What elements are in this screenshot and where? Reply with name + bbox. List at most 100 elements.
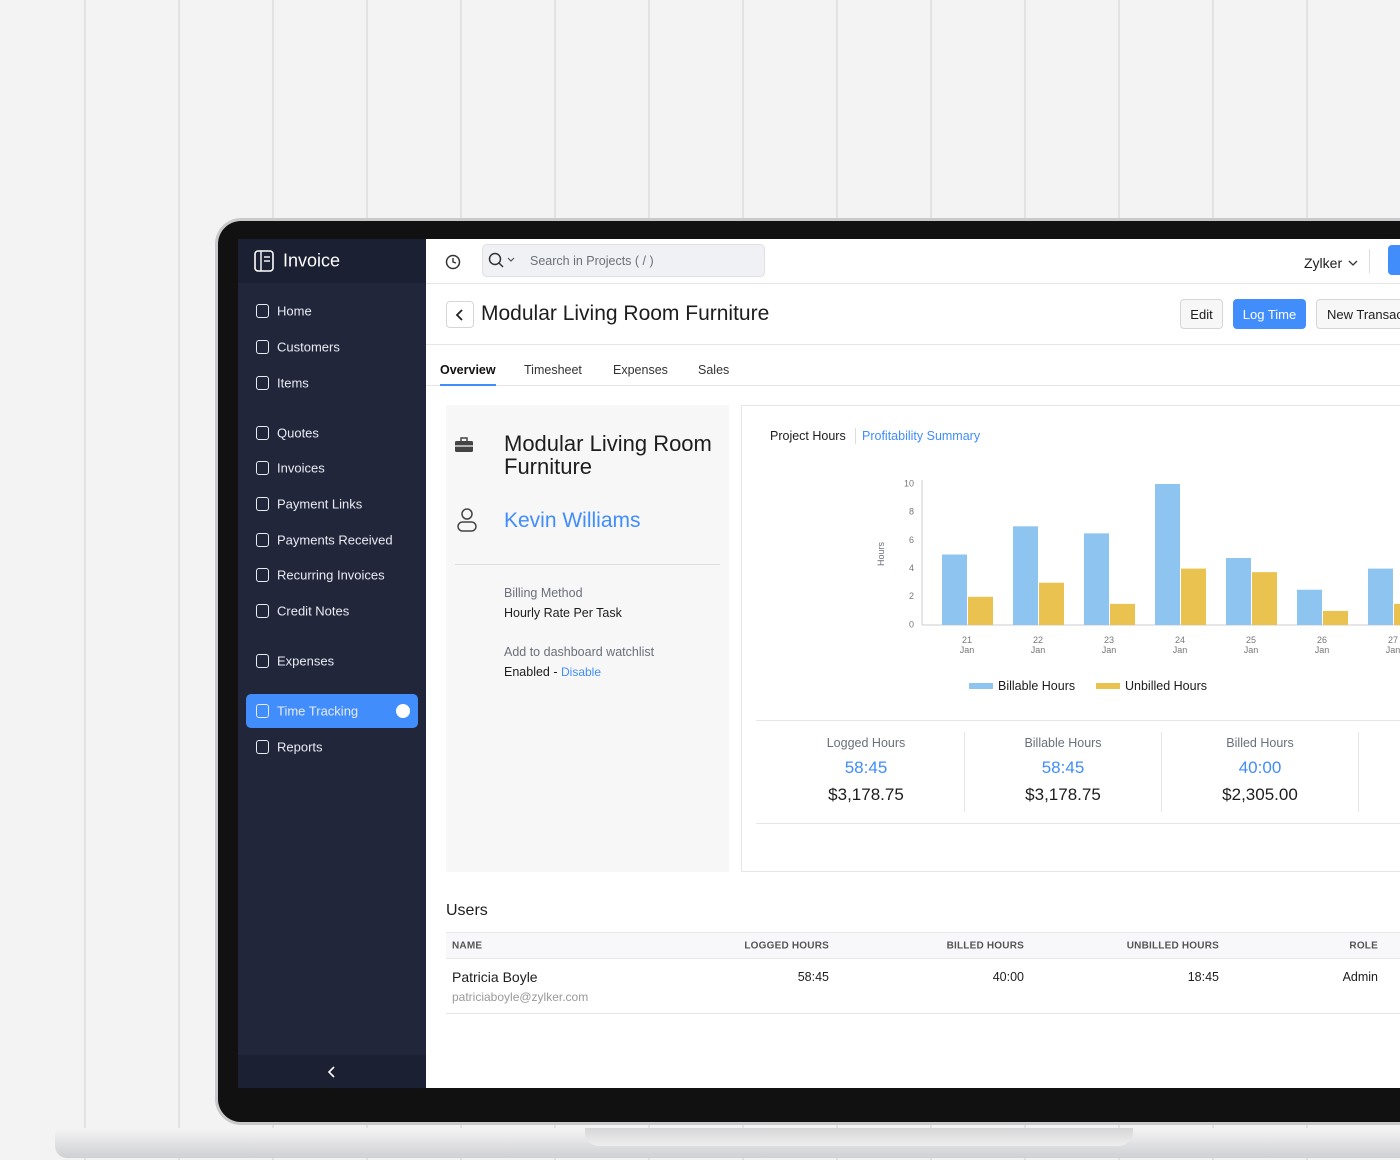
nav-item[interactable]: Credit Notes [277,603,350,619]
legend-swatch[interactable] [969,683,993,689]
tab-underline [440,384,496,386]
users-title: Users [446,902,488,919]
y-axis-label: Hours [876,541,886,567]
nav-icon [256,604,269,618]
bar [968,596,993,625]
bar [1368,568,1393,625]
header-button[interactable]: Log Time [1233,299,1306,329]
tab[interactable]: Overview [440,363,496,377]
nav-item[interactable]: Customers [277,339,340,355]
stat-amount: $3,178.75 [1025,785,1101,804]
row-border [446,1013,1400,1014]
nav-item[interactable]: Payments Received [277,532,393,548]
header-button[interactable]: Edit [1180,299,1223,329]
header-button[interactable]: New Transaction [1316,299,1400,329]
search-placeholder: Search in Projects ( / ) [530,254,654,268]
add-icon[interactable] [396,704,410,718]
stats-border [756,720,1400,721]
table-header [446,932,1400,959]
nav-icon [256,340,269,354]
bar [1155,484,1180,625]
legend-label[interactable]: Unbilled Hours [1125,679,1207,693]
nav-icon [256,533,269,547]
org-name[interactable]: Zylker [1304,255,1343,271]
bar [1039,582,1064,625]
project-icon [455,437,473,452]
laptop-notch [585,1128,1133,1146]
legend-swatch[interactable] [1096,683,1120,689]
stat-hours: 58:45 [844,758,888,777]
chart: 0 2 4 6 8 10 [904,478,1400,629]
y-tick-label: 8 [909,507,914,517]
tab[interactable]: Sales [698,363,730,377]
nav-item[interactable]: Recurring Invoices [277,567,385,583]
nav-icon [256,740,269,754]
bar [1226,558,1251,625]
nav-item[interactable]: Invoices [277,460,325,476]
stat-label: Billable Hours [1024,736,1102,750]
chart-tab[interactable]: Profitability Summary [862,429,981,443]
page-title: Modular Living Room Furniture [481,302,770,325]
search-icon[interactable] [488,252,524,270]
org-caret[interactable] [1348,259,1358,267]
wall-line [178,0,180,1160]
screen: Invoice Home Customers Items Quotes Invoices… [238,239,1400,1088]
nav-icon [256,568,269,582]
bar [1297,589,1322,625]
y-tick-label: 10 [904,478,914,488]
nav-item[interactable]: Quotes [277,425,319,441]
nav-item[interactable]: Time Tracking [277,703,359,719]
wall-line [84,0,86,1160]
nav-icon [256,704,269,718]
nav-item[interactable]: Expenses [277,653,335,669]
column-header: LOGGED HOURS [744,940,829,952]
user-email: patriciaboyle@zylker.com [452,990,589,1004]
nav-item[interactable]: Payment Links [277,496,363,512]
customer-name[interactable]: Kevin Williams [504,509,641,532]
brand-name[interactable]: Invoice [283,250,341,271]
collapse-bar[interactable] [238,1055,426,1088]
project-name: Modular Living Room Furniture [504,431,712,479]
nav-icon [256,376,269,390]
nav-icon [256,461,269,475]
nav-icon [256,497,269,511]
chart-tab[interactable]: Project Hours [770,429,846,443]
nav-item[interactable]: Items [277,375,309,391]
y-tick-label: 0 [909,619,914,629]
nav-item[interactable]: Reports [277,739,323,755]
collapse-icon[interactable] [327,1065,337,1079]
column-header: ROLE [1349,940,1378,952]
search-box[interactable] [482,244,765,277]
stats-border [756,823,1400,824]
divider [1369,249,1370,273]
stat-amount: $3,178.75 [828,785,904,804]
back-button[interactable] [446,301,474,328]
tab[interactable]: Timesheet [524,363,582,377]
bar [1252,572,1277,625]
bar [1323,610,1348,625]
x-tick-label: 24 Jan [1172,635,1188,655]
customer-icon [457,508,477,532]
stat-label: Billed Hours [1226,736,1294,750]
x-tick-label: 21 Jan [959,635,975,655]
nav-item[interactable]: Home [277,303,312,319]
nav-icon [256,304,269,318]
stat-label: Logged Hours [826,736,906,750]
billing-label: Billing Method [504,586,583,600]
quick-create-button[interactable] [1388,245,1400,275]
user-name: Patricia Boyle [452,969,538,985]
stat-divider [1161,732,1162,812]
watchlist-label: Add to dashboard watchlist [504,645,655,659]
y-tick-label: 2 [909,591,914,601]
legend-label[interactable]: Billable Hours [998,679,1076,693]
sidebar: Invoice Home Customers Items Quotes Invoices… [238,239,426,1088]
bar [1110,603,1135,625]
history-icon[interactable] [444,253,462,271]
header-border [426,344,1400,345]
watchlist-action[interactable]: Disable [561,665,602,679]
cell: 18:45 [1187,970,1219,984]
cell: Admin [1342,970,1378,984]
tab[interactable]: Expenses [613,363,668,377]
stat-divider [964,732,965,812]
